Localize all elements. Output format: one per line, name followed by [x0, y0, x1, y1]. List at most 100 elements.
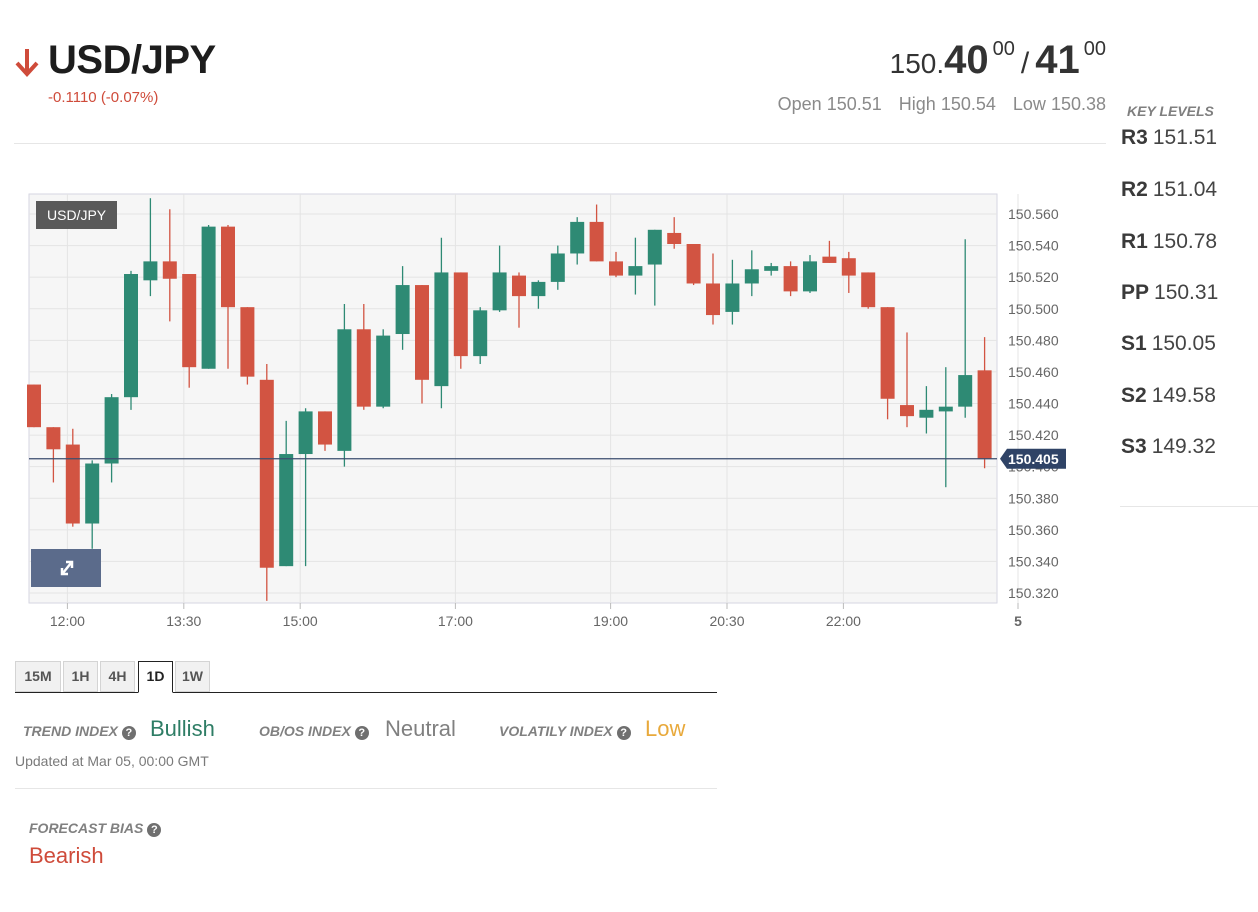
expand-icon: [60, 560, 74, 576]
chart-symbol-badge: USD/JPY: [36, 201, 118, 229]
candle-down: [512, 275, 526, 297]
current-price-label: 150.405: [1008, 451, 1059, 467]
candle-down: [783, 266, 798, 292]
low-label: Low: [1012, 94, 1046, 114]
candle-up: [492, 272, 507, 311]
y-tick-label: 150.460: [1008, 364, 1059, 380]
tab-1w[interactable]: 1W: [175, 661, 210, 692]
candle-up: [434, 272, 449, 387]
open-high-low: Open 150.51 High 150.54 Low 150.38: [766, 94, 1106, 115]
candle-down: [609, 261, 623, 276]
bid-fraction: 00: [992, 38, 1015, 60]
help-icon[interactable]: ?: [354, 726, 369, 740]
y-axis: 150.560 150.540 150.520 150.500 150.480 150.4…: [1008, 206, 1059, 601]
candle-down: [27, 384, 41, 428]
y-tick-label: 150.380: [1008, 490, 1059, 506]
candle-down: [900, 405, 914, 417]
ask-pips: 41: [1035, 38, 1080, 82]
quote-separator: /: [1020, 47, 1030, 80]
key-level-value: 150.78: [1152, 230, 1218, 253]
obos-index-label: OB/OS INDEX?: [259, 723, 369, 740]
candle-up: [85, 463, 100, 524]
y-tick-label: 150.440: [1008, 396, 1059, 412]
key-level-name: R3: [1121, 126, 1148, 149]
candle-up: [376, 335, 391, 407]
candle-up: [337, 329, 352, 451]
candle-up: [473, 310, 488, 357]
candle-down: [182, 274, 197, 368]
x-tick-label: 22:00: [826, 613, 861, 629]
trend-index-value: Bullish: [150, 716, 215, 741]
key-level-value: 151.51: [1152, 126, 1218, 149]
volatility-index-text: VOLATILY INDEX: [499, 723, 613, 739]
y-tick-label: 150.320: [1008, 585, 1059, 601]
bid-pips: 40: [944, 38, 989, 82]
help-icon[interactable]: ?: [147, 823, 162, 837]
x-tick-label: 5: [1014, 613, 1022, 629]
key-level-s1: S1 150.05: [1121, 332, 1216, 356]
x-tick-label: 12:00: [50, 613, 85, 629]
pair-title: USD/JPY: [48, 38, 216, 82]
header-divider: [14, 143, 1106, 144]
candle-up: [803, 261, 817, 292]
candle-down: [221, 226, 235, 308]
candle-down: [706, 283, 720, 316]
candle-down: [589, 221, 604, 262]
candle-down: [356, 329, 371, 407]
candle-down: [977, 370, 992, 459]
candle-up: [143, 261, 158, 281]
candles: [27, 198, 992, 601]
candle-down: [841, 258, 856, 276]
x-tick-label: 13:30: [166, 613, 201, 629]
section-divider: [15, 788, 717, 789]
tab-4h[interactable]: 4H: [100, 661, 135, 692]
candle-up: [104, 397, 119, 464]
key-level-name: S2: [1121, 384, 1147, 407]
key-levels-title: KEY LEVELS: [1127, 103, 1214, 119]
candle-down: [686, 244, 701, 284]
key-level-s3: S3 149.32: [1121, 435, 1216, 459]
key-levels-divider: [1120, 506, 1258, 507]
candle-up: [550, 253, 565, 282]
key-level-value: 150.05: [1151, 332, 1216, 355]
key-level-r2: R2 151.04: [1121, 178, 1217, 202]
expand-chart-button[interactable]: [31, 549, 101, 587]
candle-down: [453, 272, 468, 357]
tab-1h[interactable]: 1H: [63, 661, 98, 692]
open-label: Open: [777, 94, 822, 114]
key-level-name: S1: [1121, 332, 1147, 355]
volatility-index-label: VOLATILY INDEX?: [499, 723, 631, 740]
key-level-name: PP: [1121, 281, 1150, 304]
bid-ask-quote: 150.40 00/41 00: [890, 38, 1106, 83]
key-level-name: S3: [1121, 435, 1147, 458]
candlestick-chart[interactable]: 150.560 150.540 150.520 150.500 150.480 150.4…: [0, 180, 1100, 650]
candle-up: [744, 269, 759, 284]
candle-down: [880, 307, 895, 399]
trend-index-label: TREND INDEX?: [23, 723, 136, 740]
y-tick-label: 150.500: [1008, 301, 1059, 317]
help-icon[interactable]: ?: [121, 726, 136, 740]
help-icon[interactable]: ?: [616, 726, 631, 740]
candle-up: [764, 266, 779, 271]
volatility-index-value: Low: [645, 716, 686, 741]
candle-up: [531, 281, 546, 297]
candle-up: [647, 229, 662, 265]
candle-down: [162, 261, 177, 279]
candle-down: [822, 256, 837, 263]
key-level-value: 151.04: [1152, 178, 1218, 201]
low-value: 150.38: [1050, 94, 1106, 114]
tab-1d[interactable]: 1D: [138, 661, 173, 693]
tab-15m[interactable]: 15M: [15, 661, 61, 692]
x-tick-label: 19:00: [593, 613, 628, 629]
candle-up: [958, 375, 973, 407]
current-price-marker: 150.405: [29, 448, 1066, 469]
obos-index-text: OB/OS INDEX: [259, 723, 351, 739]
key-level-value: 149.58: [1151, 384, 1216, 407]
updated-timestamp: Updated at Mar 05, 00:00 GMT: [15, 753, 209, 769]
key-level-r1: R1 150.78: [1121, 230, 1217, 254]
x-tick-label: 20:30: [709, 613, 744, 629]
forecast-bias-value: Bearish: [29, 843, 104, 868]
open-value: 150.51: [826, 94, 882, 114]
candle-up: [279, 454, 294, 567]
y-tick-label: 150.520: [1008, 269, 1059, 285]
